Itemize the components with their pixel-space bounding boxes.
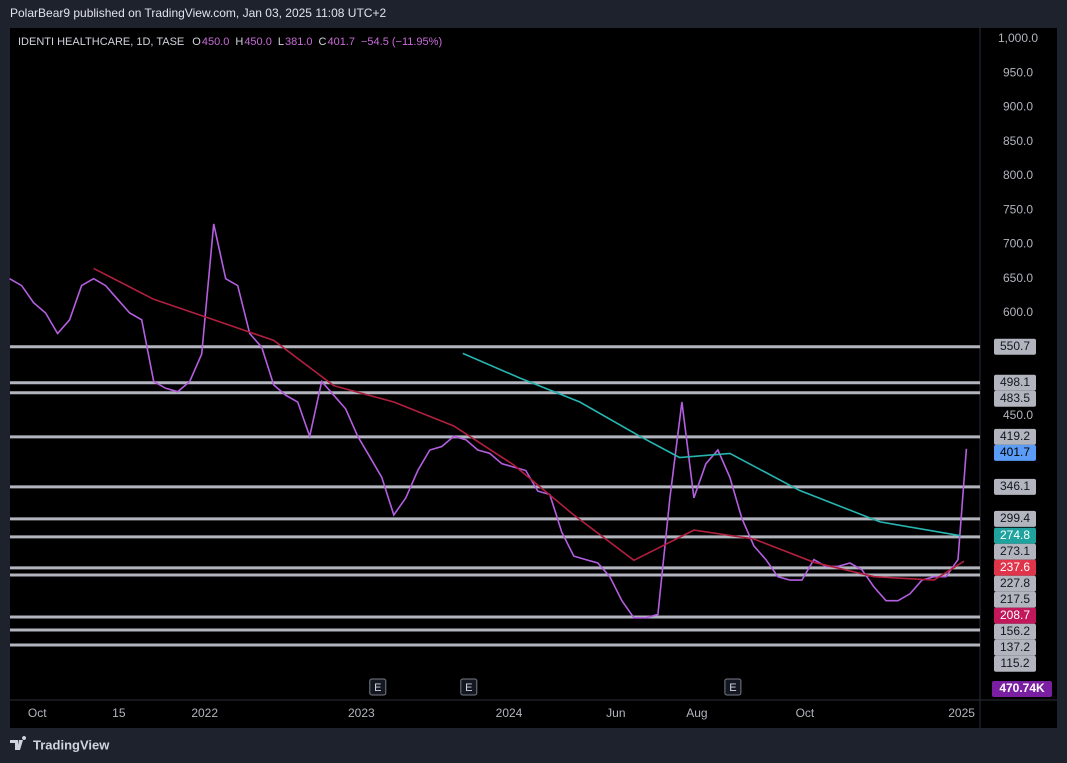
price-label-box <box>994 623 1036 640</box>
price-label-box <box>994 428 1036 445</box>
x-tick-label: Jun <box>606 706 625 720</box>
price-label-box <box>994 607 1036 624</box>
price-label-box <box>994 374 1036 391</box>
brand-logo <box>10 736 27 750</box>
earnings-box <box>460 678 478 696</box>
price-label-box <box>994 510 1036 527</box>
y-tick-label: 750.0 <box>1003 202 1033 216</box>
price-label: 227.8 <box>1000 576 1030 590</box>
x-tick-label: Oct <box>28 706 47 720</box>
x-tick-label: 2025 <box>948 706 975 720</box>
price-label-box <box>994 559 1036 576</box>
price-label: 346.1 <box>1000 479 1030 493</box>
price-label-box <box>994 655 1036 672</box>
y-tick-label: 450.0 <box>1003 408 1033 422</box>
price-label: 419.2 <box>1000 429 1030 443</box>
price-label: 137.2 <box>1000 640 1030 654</box>
volume-label: 470.74K <box>999 681 1045 695</box>
y-tick-label: 900.0 <box>1003 100 1033 114</box>
ohlc-value: 450.0 <box>244 36 272 48</box>
y-tick-label: 600.0 <box>1003 305 1033 319</box>
price-label-box <box>994 575 1036 592</box>
plot <box>9 223 980 647</box>
price-label-box <box>994 478 1036 495</box>
chart-area <box>10 28 1057 728</box>
x-tick-label: 2023 <box>348 706 375 720</box>
earnings-box <box>369 678 387 696</box>
price-label: 401.7 <box>1000 445 1030 459</box>
ohlc-value: 401.7 <box>327 36 355 48</box>
price-label: 156.2 <box>1000 624 1030 638</box>
volume-label-box <box>992 681 1052 697</box>
price-label-box <box>994 591 1036 608</box>
price-label: 498.1 <box>1000 375 1030 389</box>
price-label-box <box>994 338 1036 355</box>
x-tick-label: 2024 <box>496 706 523 720</box>
earnings-label: E <box>729 682 736 694</box>
earnings-label: E <box>374 682 381 694</box>
change: −54.5 (−11.95%) <box>361 36 442 48</box>
earnings-box <box>724 678 742 696</box>
x-tick-label: Aug <box>686 706 707 720</box>
price-label: 274.8 <box>1000 528 1030 542</box>
ohlc-label: C <box>319 36 327 48</box>
price-label: 299.4 <box>1000 511 1030 525</box>
symbol: IDENTI HEALTHCARE, 1D, TASE <box>18 36 184 48</box>
y-tick-label: 700.0 <box>1003 237 1033 251</box>
ohlc-label: H <box>235 36 243 48</box>
publisher: PolarBear9 published on TradingView.com,… <box>10 6 386 20</box>
price-label: 115.2 <box>1000 656 1029 670</box>
price-label: 483.5 <box>1000 391 1030 405</box>
x-tick-label: 2022 <box>191 706 218 720</box>
y-tick-label: 850.0 <box>1003 134 1033 148</box>
price-label-box <box>994 543 1036 560</box>
y-tick-label: 950.0 <box>1003 65 1033 79</box>
y-tick-label: 1,000.0 <box>998 31 1038 45</box>
x-tick-label: 15 <box>112 706 126 720</box>
y-tick-label: 650.0 <box>1003 271 1033 285</box>
ohlc-value: 381.0 <box>285 36 313 48</box>
ohlc-value: 450.0 <box>202 36 230 48</box>
price-label-box <box>994 390 1036 407</box>
price-label-box <box>994 639 1036 656</box>
price-label-box <box>994 527 1036 544</box>
price-line <box>93 267 965 581</box>
price-line <box>462 352 961 537</box>
price-line <box>9 223 968 619</box>
price-label: 237.6 <box>1000 560 1030 574</box>
price-label: 273.1 <box>1000 544 1030 558</box>
price-label: 217.5 <box>1000 592 1030 606</box>
y-tick-label: 800.0 <box>1003 168 1033 182</box>
x-tick-label: Oct <box>796 706 815 720</box>
price-label: 550.7 <box>1000 339 1030 353</box>
price-label-box <box>994 444 1036 461</box>
price-label: 208.7 <box>1000 608 1030 622</box>
earnings-label: E <box>465 682 472 694</box>
ohlc-label: O <box>192 36 201 48</box>
ohlc-label: L <box>278 36 284 48</box>
brand: TradingView <box>33 737 110 752</box>
